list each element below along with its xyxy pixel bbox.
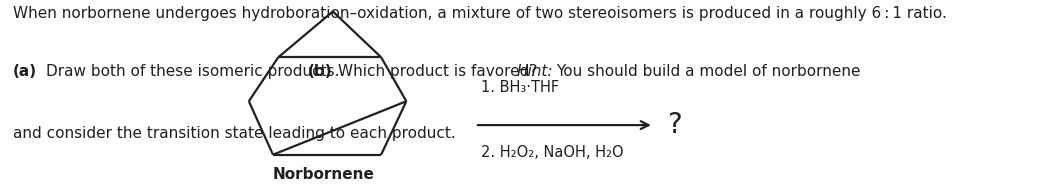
Text: (b): (b): [308, 64, 332, 79]
Text: (a): (a): [13, 64, 37, 79]
Text: Draw both of these isomeric products.: Draw both of these isomeric products.: [46, 64, 340, 79]
Text: When norbornene undergoes hydroboration–oxidation, a mixture of two stereoisomer: When norbornene undergoes hydroboration–…: [13, 6, 946, 21]
Text: and consider the transition state leading to each product.: and consider the transition state leadin…: [13, 126, 456, 141]
Text: Hint:: Hint:: [517, 64, 553, 79]
Text: 1. BH₃·THF: 1. BH₃·THF: [481, 80, 559, 96]
Text: 2. H₂O₂, NaOH, H₂O: 2. H₂O₂, NaOH, H₂O: [481, 145, 624, 160]
Text: You should build a model of norbornene: You should build a model of norbornene: [556, 64, 861, 79]
Text: Norbornene: Norbornene: [273, 167, 375, 182]
Text: Which product is favored?: Which product is favored?: [338, 64, 538, 79]
Text: ?: ?: [667, 111, 681, 139]
